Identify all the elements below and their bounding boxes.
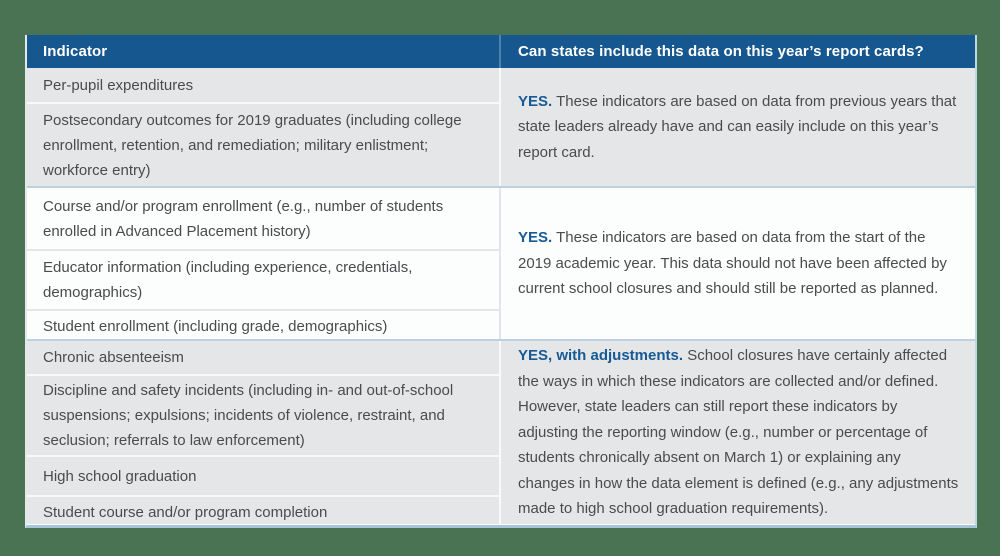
answer-paragraph: YES. These indicators are based on data … xyxy=(518,89,961,166)
header-cell-question: Can states include this data on this yea… xyxy=(499,35,975,68)
indicator-label: Educator information (including experien… xyxy=(43,259,413,301)
indicator-label: Discipline and safety incidents (includi… xyxy=(43,382,454,449)
indicator-column: Course and/or program enrollment (e.g., … xyxy=(27,188,499,339)
indicator-label: Course and/or program enrollment (e.g., … xyxy=(43,197,444,240)
indicator-column: Per-pupil expenditures Postsecondary out… xyxy=(27,68,499,186)
indicator-row: Course and/or program enrollment (e.g., … xyxy=(27,188,499,249)
answer-paragraph: YES. These indicators are based on data … xyxy=(518,225,961,302)
answer-text: These indicators are based on data from … xyxy=(518,229,947,298)
indicator-row: High school graduation xyxy=(27,455,499,495)
indicator-label: Postsecondary outcomes for 2019 graduate… xyxy=(43,111,462,179)
indicator-row: Discipline and safety incidents (includi… xyxy=(27,374,499,455)
indicator-row: Student enrollment (including grade, dem… xyxy=(27,309,499,342)
table-section-with-adjustments: Chronic absenteeism Discipline and safet… xyxy=(27,339,975,524)
answer-cell: YES. These indicators are based on data … xyxy=(499,68,975,186)
answer-lead: YES. xyxy=(518,229,553,247)
indicator-table: Indicator Can states include this data o… xyxy=(25,35,977,528)
indicator-label: High school graduation xyxy=(43,467,197,485)
indicator-label: Student course and/or program completion xyxy=(43,503,328,521)
answer-cell: YES, with adjustments. School closures h… xyxy=(499,341,975,524)
indicator-row: Student course and/or program completion xyxy=(27,495,499,527)
answer-lead: YES, with adjustments. xyxy=(518,347,684,365)
table-section-start-of-year: Course and/or program enrollment (e.g., … xyxy=(27,186,975,339)
table-section-previous-years: Per-pupil expenditures Postsecondary out… xyxy=(27,68,975,186)
indicator-row: Chronic absenteeism xyxy=(27,341,499,374)
answer-lead: YES. xyxy=(518,92,553,110)
indicator-label: Student enrollment (including grade, dem… xyxy=(43,318,388,335)
indicator-row: Postsecondary outcomes for 2019 graduate… xyxy=(27,102,499,186)
indicator-label: Chronic absenteeism xyxy=(43,349,184,366)
indicator-row: Per-pupil expenditures xyxy=(27,68,499,102)
indicator-row: Educator information (including experien… xyxy=(27,249,499,309)
table-header-row: Indicator Can states include this data o… xyxy=(27,35,975,68)
header-cell-indicator: Indicator xyxy=(43,43,108,60)
answer-cell: YES. These indicators are based on data … xyxy=(499,188,975,339)
answer-paragraph: YES, with adjustments. School closures h… xyxy=(518,343,961,522)
indicator-column: Chronic absenteeism Discipline and safet… xyxy=(27,341,499,524)
answer-text: School closures have certainly affected … xyxy=(518,347,959,518)
indicator-label: Per-pupil expenditures xyxy=(43,76,194,94)
answer-text: These indicators are based on data from … xyxy=(518,92,957,161)
